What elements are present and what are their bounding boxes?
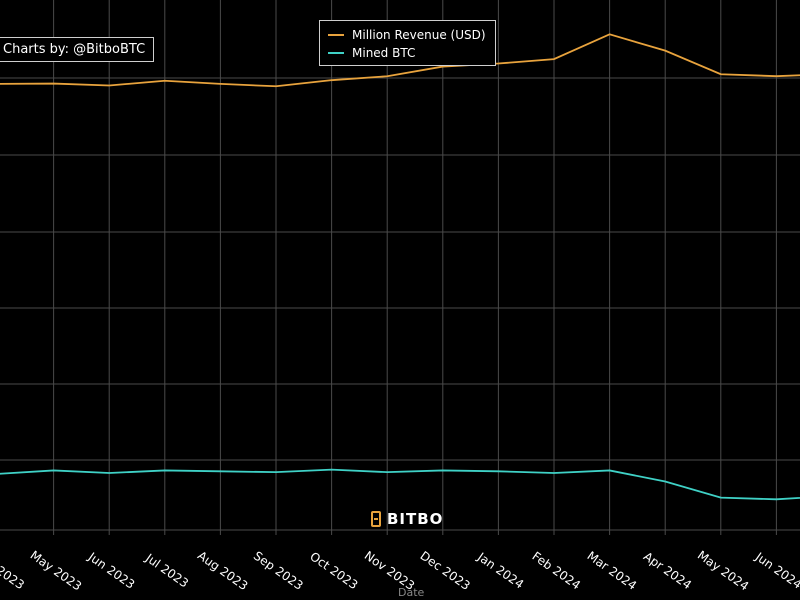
x-tick-label: Dec 2023 <box>417 548 472 592</box>
x-tick-label: Jun 2023 <box>85 549 137 592</box>
grid-lines <box>0 0 800 535</box>
data-point-revenue[interactable] <box>384 73 390 79</box>
x-tick-label: Aug 2023 <box>195 548 250 593</box>
data-point-mined-btc[interactable] <box>0 471 1 477</box>
x-tick-label: Jun 2024 <box>752 549 800 592</box>
data-point-revenue[interactable] <box>662 48 668 54</box>
x-tick-label: Apr 2023 <box>0 549 27 592</box>
watermark-text: BITBO <box>387 510 444 528</box>
chart-credit: Charts by: @BitboBTC <box>0 37 155 62</box>
data-point-mined-btc[interactable] <box>106 470 112 476</box>
legend-label-mined-btc: Mined BTC <box>352 46 416 60</box>
series-line-mined-btc[interactable] <box>0 468 800 501</box>
data-point-revenue[interactable] <box>51 81 57 87</box>
data-point-revenue[interactable] <box>162 78 168 84</box>
data-point-revenue[interactable] <box>0 81 1 87</box>
x-tick-label: May 2023 <box>28 548 85 593</box>
series-lines <box>0 31 800 502</box>
legend-swatch-mined-btc <box>328 52 344 54</box>
data-point-mined-btc[interactable] <box>273 469 279 475</box>
legend-item-mined-btc[interactable]: Mined BTC <box>328 44 487 62</box>
x-tick-label: May 2024 <box>695 548 752 593</box>
data-point-mined-btc[interactable] <box>51 467 57 473</box>
legend[interactable]: Million Revenue (USD) Mined BTC <box>319 20 496 66</box>
data-point-mined-btc[interactable] <box>329 467 335 473</box>
bitbo-logo-icon <box>371 511 381 527</box>
x-tick-label: Jan 2024 <box>474 549 526 591</box>
data-point-revenue[interactable] <box>273 83 279 89</box>
series-line-revenue[interactable] <box>0 33 800 88</box>
data-point-mined-btc[interactable] <box>440 467 446 473</box>
x-tick-label: Oct 2023 <box>307 549 360 592</box>
data-point-revenue[interactable] <box>495 61 501 67</box>
x-tick-label: Apr 2024 <box>641 549 694 592</box>
x-tick-label: Sep 2023 <box>251 549 306 593</box>
x-tick-label: Feb 2024 <box>530 549 584 592</box>
data-point-revenue[interactable] <box>718 71 724 77</box>
data-point-mined-btc[interactable] <box>384 469 390 475</box>
data-point-mined-btc[interactable] <box>607 467 613 473</box>
data-point-mined-btc[interactable] <box>162 467 168 473</box>
data-point-revenue[interactable] <box>607 31 613 37</box>
data-point-mined-btc[interactable] <box>551 470 557 476</box>
data-point-mined-btc[interactable] <box>495 468 501 474</box>
x-axis-title: Date <box>398 586 425 599</box>
x-tick-label: Mar 2024 <box>585 549 640 593</box>
legend-label-revenue: Million Revenue (USD) <box>352 28 486 42</box>
data-point-revenue[interactable] <box>551 56 557 62</box>
legend-item-revenue[interactable]: Million Revenue (USD) <box>328 26 487 44</box>
data-point-mined-btc[interactable] <box>718 495 724 501</box>
data-point-mined-btc[interactable] <box>217 468 223 474</box>
data-point-mined-btc[interactable] <box>773 496 779 502</box>
legend-swatch-revenue <box>328 34 344 36</box>
data-point-revenue[interactable] <box>773 73 779 79</box>
data-point-revenue[interactable] <box>217 81 223 87</box>
data-point-revenue[interactable] <box>106 83 112 89</box>
data-point-revenue[interactable] <box>329 77 335 83</box>
x-tick-label: Jul 2023 <box>142 550 191 590</box>
data-point-mined-btc[interactable] <box>662 479 668 485</box>
bitbo-watermark: BITBO <box>371 510 443 528</box>
